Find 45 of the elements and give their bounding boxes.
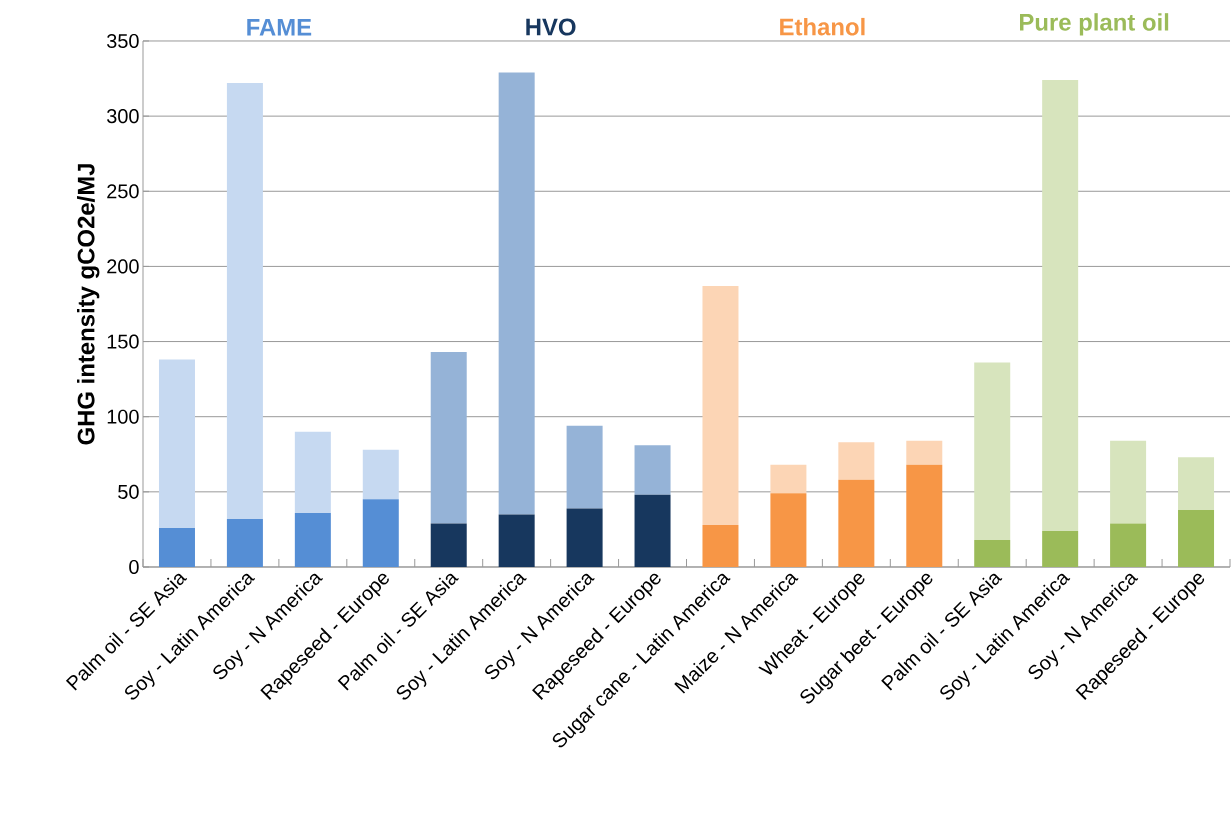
y-tick-label: 250	[107, 184, 139, 199]
bar	[974, 362, 1011, 540]
bar	[1042, 530, 1079, 567]
bar	[226, 83, 263, 519]
bar	[634, 494, 671, 567]
y-tick-label: 0	[129, 559, 139, 575]
bar	[838, 442, 875, 480]
bar	[498, 72, 535, 515]
bar	[770, 493, 807, 567]
text: FAME	[247, 19, 312, 36]
bar	[702, 524, 739, 567]
bar	[906, 440, 943, 465]
y-tick-label: 100	[107, 409, 139, 424]
bar	[1042, 80, 1079, 531]
bar	[158, 359, 195, 528]
bar	[974, 539, 1011, 567]
bar	[294, 512, 331, 567]
bar	[1110, 440, 1147, 524]
bar	[158, 527, 195, 567]
bar	[838, 479, 875, 567]
bar	[226, 518, 263, 567]
bar	[566, 508, 603, 567]
bar	[1110, 523, 1147, 567]
bar	[634, 445, 671, 495]
bar	[770, 464, 807, 494]
y-tick-label: 350	[107, 33, 139, 49]
bar	[430, 523, 467, 567]
text: Pure plant oil	[1020, 13, 1169, 36]
y-tick-label: 50	[118, 484, 139, 499]
bar	[362, 499, 399, 567]
bar	[566, 425, 603, 509]
text: HVO	[526, 18, 576, 36]
text: Ethanol	[780, 17, 865, 36]
bar	[1178, 457, 1215, 510]
bar	[906, 464, 943, 567]
y-tick-label: 300	[107, 109, 139, 124]
bar	[430, 352, 467, 524]
bar	[498, 514, 535, 567]
y-tick-label: 150	[107, 334, 139, 349]
bar	[294, 431, 331, 513]
y-tick-label: 200	[107, 259, 139, 274]
bar	[702, 285, 739, 525]
bar	[1178, 509, 1215, 567]
bar	[362, 449, 399, 500]
y-axis-title: GHG intensity gCO2e/MJ	[77, 164, 100, 445]
